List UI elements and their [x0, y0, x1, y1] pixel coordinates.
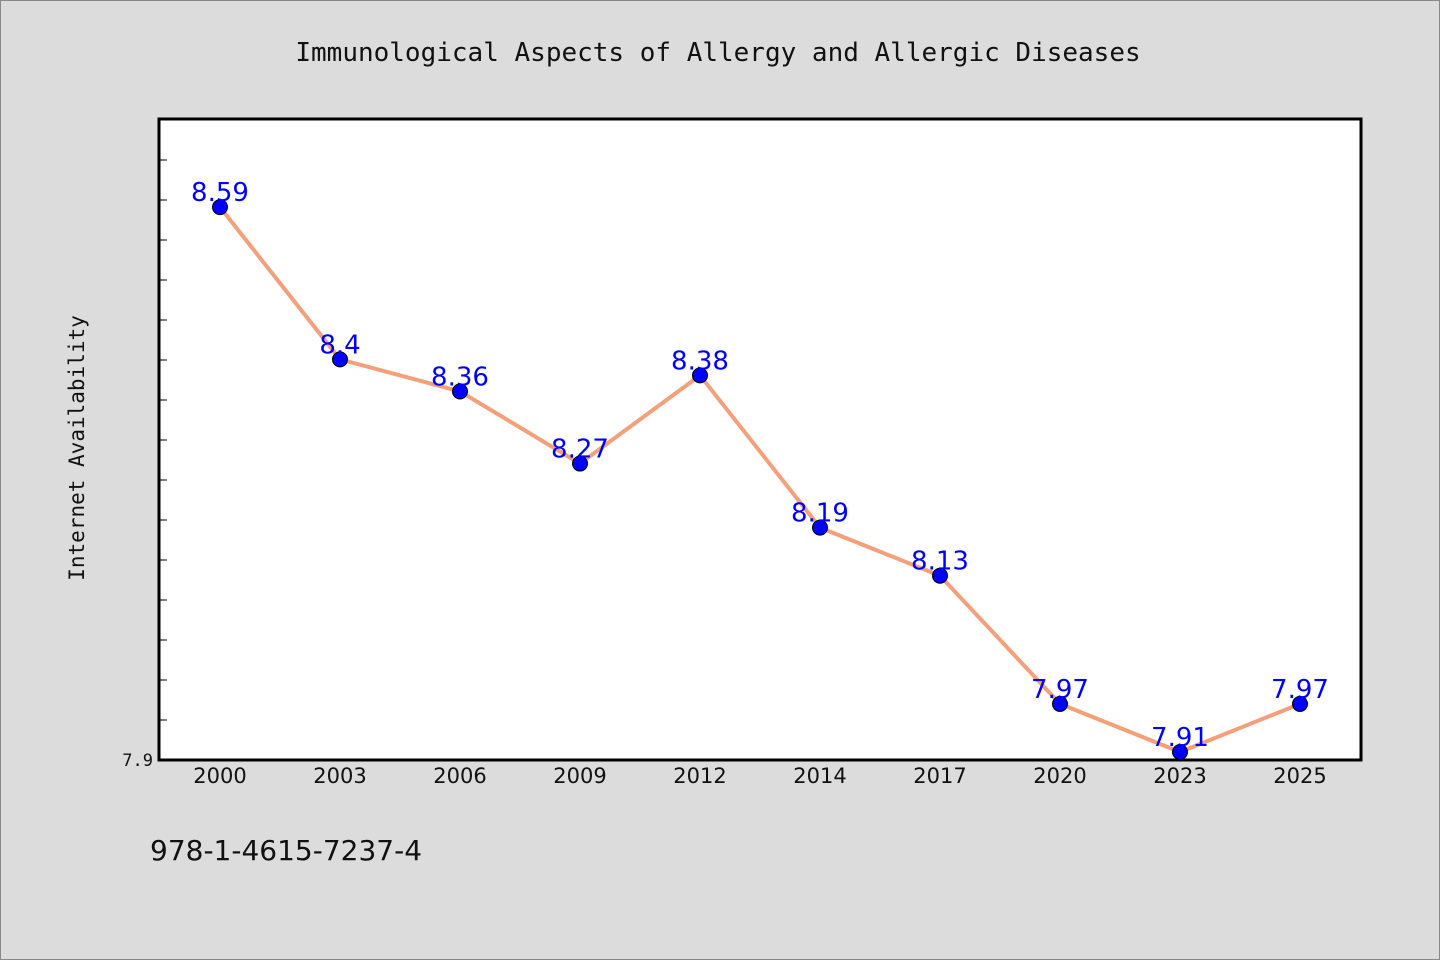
data-label: 8.13: [911, 547, 969, 577]
data-point: [692, 367, 708, 384]
data-point: [812, 519, 828, 536]
x-tick-labels: 2000 2003 2006 2009 2012 2014 2017 2020 2023 2025: [193, 764, 1326, 788]
data-label: 7.97: [1031, 675, 1089, 705]
data-point: [452, 383, 468, 400]
x-tick-label: 2009: [553, 764, 606, 788]
series-group: 8.59 8.4 8.36 8.27 8.38 8.19 8.13 7.97 7.91 7.97: [191, 178, 1329, 760]
data-point: [572, 455, 588, 472]
data-label: 8.27: [551, 435, 609, 465]
y-tick-label: 7.9: [122, 751, 153, 771]
x-tick-label: 2006: [433, 764, 486, 788]
x-tick-label: 2017: [913, 764, 966, 788]
data-label: 8.59: [191, 178, 249, 208]
data-label: 8.36: [431, 362, 489, 392]
data-label: 8.38: [671, 346, 729, 376]
data-point: [332, 351, 348, 368]
data-label: 7.97: [1271, 675, 1329, 705]
x-tick-label: 2023: [1153, 764, 1206, 788]
x-tick-label: 2012: [673, 764, 726, 788]
x-tick-label: 2014: [793, 764, 846, 788]
data-point: [1292, 695, 1308, 712]
y-minor-ticks: [159, 119, 167, 761]
series-line: [218, 205, 1301, 754]
y-axis-label: Internet Availability: [65, 315, 89, 581]
data-label: 8.4: [319, 330, 360, 360]
data-point: [1172, 743, 1188, 760]
data-point: [932, 567, 948, 584]
y-tick-labels: 7.9: [122, 751, 153, 771]
chart-title: Immunological Aspects of Allergy and All…: [295, 38, 1140, 68]
x-tick-label: 2003: [313, 764, 366, 788]
x-tick-label: 2000: [193, 764, 246, 788]
data-label: 8.19: [791, 499, 849, 529]
x-tick-label: 2025: [1273, 764, 1326, 788]
plot-area: [157, 117, 1363, 762]
data-point: [212, 199, 228, 216]
isbn-text: 978-1-4615-7237-4: [150, 834, 423, 867]
data-point: [1052, 695, 1068, 712]
data-label: 7.91: [1151, 723, 1209, 753]
x-tick-label: 2020: [1033, 764, 1086, 788]
